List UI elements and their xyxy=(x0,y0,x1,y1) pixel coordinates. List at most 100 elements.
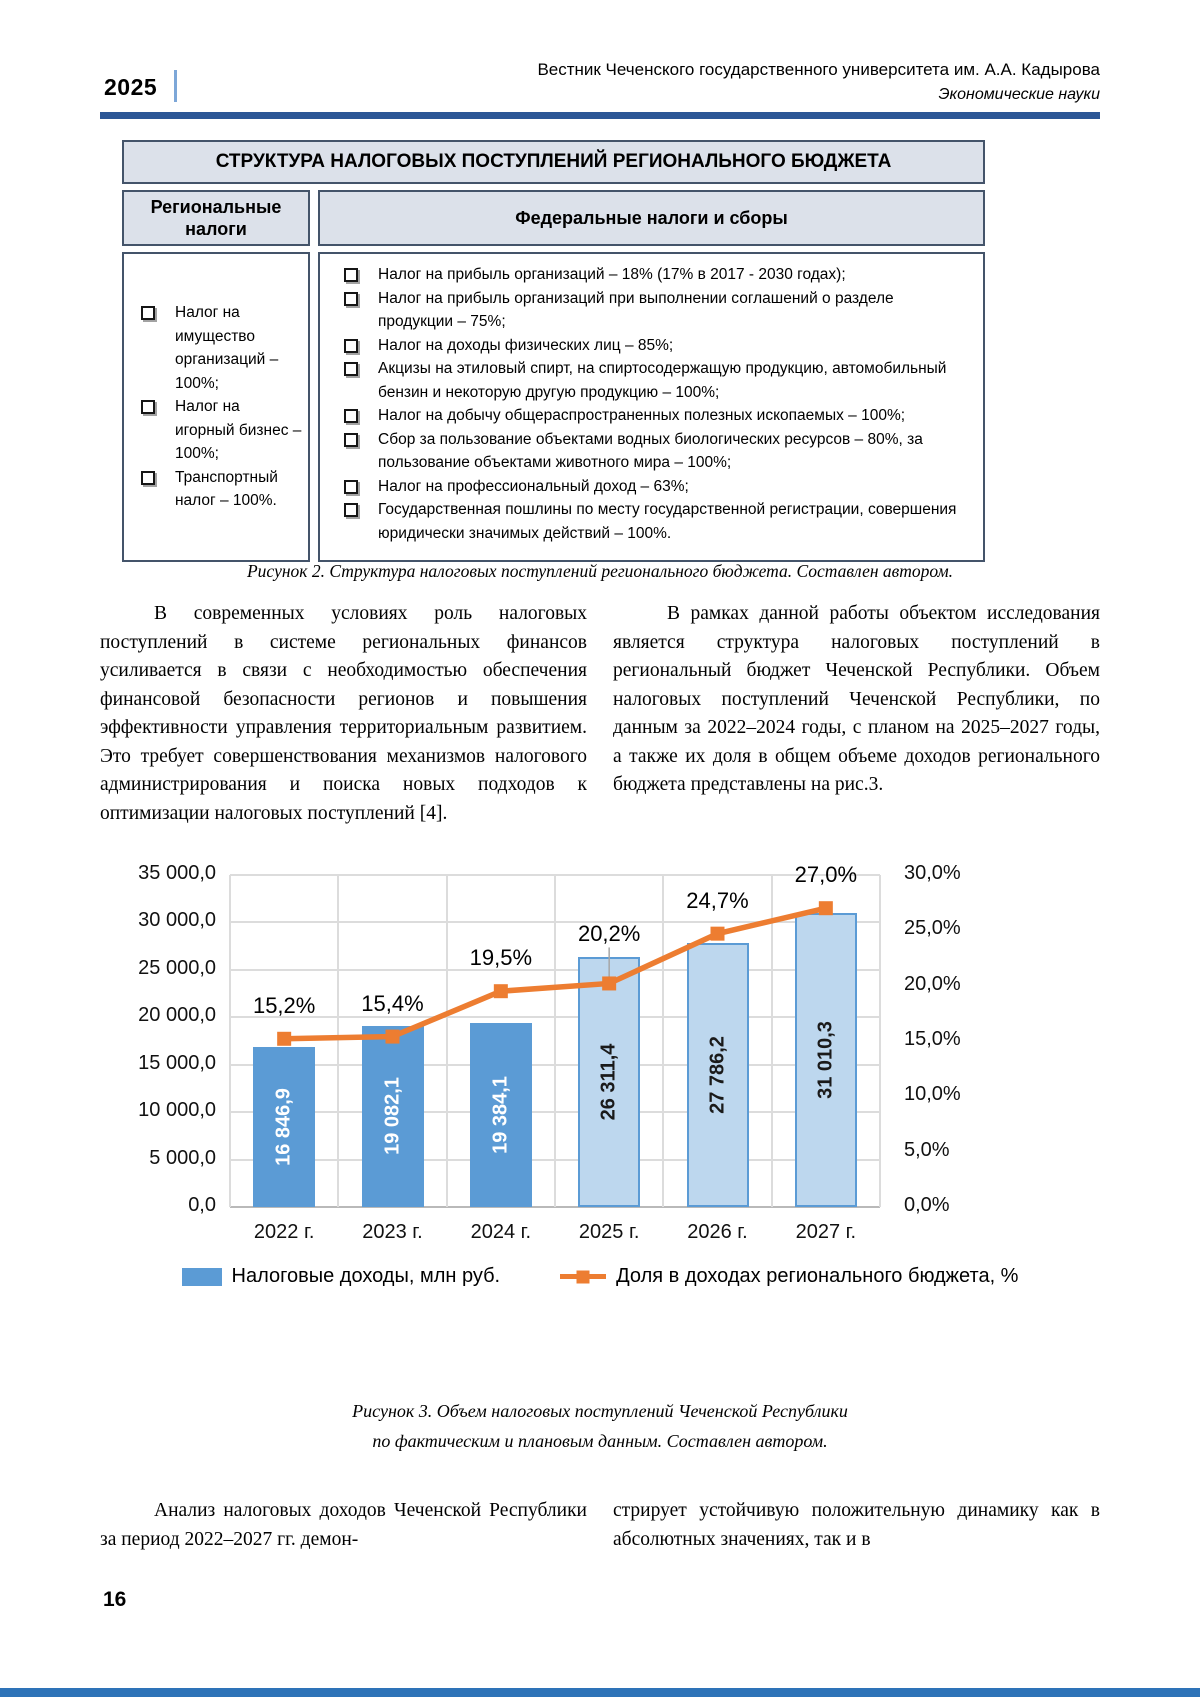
page-number: 16 xyxy=(103,1588,127,1611)
list-item-text: Акцизы на этиловый спирт, на спиртосодер… xyxy=(378,360,947,401)
list-item: Налог на прибыль организаций при выполне… xyxy=(342,287,971,334)
x-axis-tick-label: 2027 г. xyxy=(795,1221,857,1243)
y2-axis-tick-label: 10,0% xyxy=(904,1083,961,1106)
figure2-scheme: СТРУКТУРА НАЛОГОВЫХ ПОСТУПЛЕНИЙ РЕГИОНАЛ… xyxy=(122,140,985,562)
line-value-label: 15,2% xyxy=(252,992,316,1018)
legend-bar-label: Налоговые доходы, млн руб. xyxy=(231,1265,501,1287)
line-value-label: 20,2% xyxy=(577,921,641,947)
list-item: Налог на доходы физических лиц – 85%; xyxy=(342,334,971,358)
y-axis-tick-label: 30 000,0 xyxy=(138,909,216,932)
legend-line-label: Доля в доходах регионального бюджета, % xyxy=(616,1265,1019,1287)
line-marker-icon xyxy=(493,984,508,999)
issue-year: 2025 xyxy=(104,74,158,100)
journal-title: Вестник Чеченского государственного унив… xyxy=(537,60,1100,79)
y2-axis-tick-label: 25,0% xyxy=(904,917,961,940)
paragraph-right: В рамках данной работы объектом исследов… xyxy=(613,603,1100,795)
line-value-label: 27,0% xyxy=(794,862,858,888)
footer-rule xyxy=(0,1688,1200,1697)
checkbox-bullet-icon xyxy=(344,503,358,517)
y-axis-tick-label: 10 000,0 xyxy=(138,1099,216,1122)
body-columns: В современных условиях роль налоговых по… xyxy=(100,600,1100,828)
checkbox-bullet-icon xyxy=(344,362,358,376)
y-axis-tick-label: 0,0 xyxy=(188,1194,216,1216)
gridline-vertical xyxy=(337,875,340,1207)
checkbox-bullet-icon xyxy=(141,306,155,321)
y-axis-tick-label: 5 000,0 xyxy=(149,1146,216,1169)
y2-axis-tick-label: 30,0% xyxy=(904,862,961,884)
year-divider-bar xyxy=(174,70,177,102)
checkbox-bullet-icon xyxy=(344,338,358,353)
bar-2027: 31 010,3 xyxy=(794,912,857,1207)
x-axis-tick-label: 2025 г. xyxy=(578,1221,640,1243)
list-item: Транспортный налог – 100%. xyxy=(139,466,302,513)
y-axis-tick-label: 25 000,0 xyxy=(138,956,216,979)
checkbox-bullet-icon xyxy=(344,268,358,282)
figure2-regional-list: Налог на имущество организаций – 100%; На… xyxy=(122,252,310,562)
header-rule xyxy=(100,112,1100,119)
figure3-caption-line2: по фактическим и плановым данным. Состав… xyxy=(372,1431,828,1451)
figure3-caption-line1: Рисунок 3. Объем налоговых поступлений Ч… xyxy=(352,1401,848,1421)
bottom-paragraph-left: Анализ налоговых доходов Чеченской Респу… xyxy=(100,1500,587,1550)
gridline-vertical xyxy=(229,875,231,1207)
gridline-vertical xyxy=(770,875,773,1207)
list-item-text: Налог на прибыль организаций – 18% (17% … xyxy=(378,266,846,283)
line-marker-icon xyxy=(710,926,725,941)
list-item-text: Государственная пошлины по месту государ… xyxy=(378,501,957,542)
figure2-right-header: Федеральные налоги и сборы xyxy=(318,190,985,246)
bar-2023: 19 082,1 xyxy=(361,1025,424,1207)
bar-2022: 16 846,9 xyxy=(253,1047,316,1207)
bar-series-swatch-icon xyxy=(181,1267,222,1286)
share-line-series xyxy=(277,901,833,1046)
y2-axis-tick-label: 20,0% xyxy=(904,972,961,995)
gridline-vertical xyxy=(554,875,556,1207)
figure2-title: СТРУКТУРА НАЛОГОВЫХ ПОСТУПЛЕНИЙ РЕГИОНАЛ… xyxy=(122,140,985,184)
gridline-vertical xyxy=(879,875,881,1207)
bar-2026: 27 786,2 xyxy=(686,943,749,1207)
y2-axis-tick-label: 5,0% xyxy=(904,1138,950,1161)
bar-2025: 26 311,4 xyxy=(578,957,641,1207)
gridline-horizontal xyxy=(230,1206,880,1208)
y-axis-tick-label: 20 000,0 xyxy=(138,1004,216,1027)
line-marker-icon xyxy=(602,976,617,991)
checkbox-bullet-icon xyxy=(141,470,155,485)
list-item: Сбор за пользование объектами водных био… xyxy=(342,428,971,475)
figure3-chart: Налоговые доходы, млн руб. Доля в дохода… xyxy=(100,855,1100,1325)
line-value-label: 24,7% xyxy=(686,887,749,913)
x-axis-tick-label: 2022 г. xyxy=(253,1221,315,1243)
paragraph-left: В современных условиях роль налоговых по… xyxy=(100,603,587,824)
y2-axis-tick-label: 0,0% xyxy=(904,1194,950,1216)
checkbox-bullet-icon xyxy=(344,479,358,494)
list-item: Налог на профессиональный доход – 63%; xyxy=(342,475,971,499)
list-item-text: Транспортный налог – 100%. xyxy=(175,468,278,510)
line-marker-icon xyxy=(277,1031,292,1046)
gridline-vertical xyxy=(662,875,665,1207)
bottom-paragraph-right: стрирует устойчивую положительную динами… xyxy=(613,1500,1100,1550)
list-item-text: Налог на прибыль организаций при выполне… xyxy=(378,289,894,331)
list-item-text: Налог на игорный бизнес – 100%; xyxy=(175,398,302,463)
line-value-label: 15,4% xyxy=(361,990,424,1016)
line-marker-icon xyxy=(385,1029,400,1044)
page-header: 2025 Вестник Чеченского государственного… xyxy=(100,58,1100,116)
list-item: Налог на имущество организаций – 100%; xyxy=(139,301,302,395)
gridline-vertical xyxy=(445,875,448,1207)
y-axis-tick-label: 15 000,0 xyxy=(138,1051,216,1074)
list-item-text: Сбор за пользование объектами водных био… xyxy=(378,430,923,472)
list-item: Налог на прибыль организаций – 18% (17% … xyxy=(342,263,971,287)
y-axis-tick-label: 35 000,0 xyxy=(138,862,216,884)
checkbox-bullet-icon xyxy=(344,409,358,423)
list-item: Акцизы на этиловый спирт, на спиртосодер… xyxy=(342,357,971,404)
line-marker-icon xyxy=(818,901,833,916)
chart-legend: Налоговые доходы, млн руб. Доля в дохода… xyxy=(100,1265,1100,1288)
bottom-columns: Анализ налоговых доходов Чеченской Респу… xyxy=(100,1497,1100,1554)
checkbox-bullet-icon xyxy=(141,400,155,415)
list-item-text: Налог на доходы физических лиц – 85%; xyxy=(378,336,674,354)
figure3-caption: Рисунок 3. Объем налоговых поступлений Ч… xyxy=(100,1396,1100,1456)
line-path xyxy=(284,905,827,1042)
figure2-caption: Рисунок 2. Структура налоговых поступлен… xyxy=(246,561,954,581)
x-axis-tick-label: 2026 г. xyxy=(687,1221,748,1243)
x-axis-tick-label: 2023 г. xyxy=(362,1221,423,1243)
list-item: Налог на игорный бизнес – 100%; xyxy=(139,395,302,466)
journal-section: Экономические науки xyxy=(938,86,1100,103)
bar-2024: 19 384,1 xyxy=(469,1023,532,1207)
